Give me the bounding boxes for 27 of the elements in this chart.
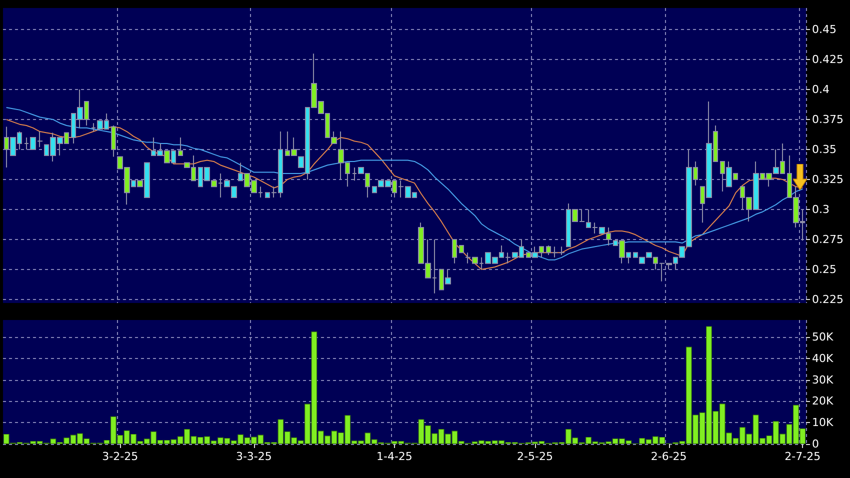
x-tick-label: 2-5-25 [517, 450, 553, 463]
candlestick [559, 246, 565, 256]
y-tick-label: 0.25 [812, 262, 836, 276]
candlestick [452, 238, 457, 264]
x-tick-label: 3-3-25 [236, 450, 272, 463]
candlestick [111, 125, 116, 158]
y-tick-label: 0.425 [812, 53, 844, 66]
y-tick-label: 0.275 [812, 232, 844, 246]
x-tick-label: 2-6-25 [650, 450, 687, 463]
y-tick-label: 0.4 [812, 83, 830, 96]
x-tick-label: 3-2-25 [102, 450, 138, 463]
y-tick-label: 0.225 [812, 292, 844, 306]
y-tick-label: 0.45 [812, 23, 836, 36]
y-tick-label: 10K [812, 416, 834, 430]
candlestick [178, 137, 183, 156]
y-tick-label: 0.3 [812, 202, 830, 216]
y-tick-label: 0 [812, 438, 819, 450]
y-tick-label: 30K [812, 373, 834, 386]
y-tick-label: 0.35 [812, 143, 836, 156]
x-tick-label: 2-7-25 [784, 450, 821, 463]
y-tick-label: 0.375 [812, 113, 844, 126]
y-tick-label: 0.325 [812, 172, 844, 186]
y-tick-label: 20K [812, 394, 834, 408]
y-tick-label: 40K [812, 352, 834, 365]
y-tick-label: 50K [812, 330, 834, 344]
candlestick [459, 244, 464, 254]
x-tick-label: 1-4-25 [376, 450, 412, 463]
